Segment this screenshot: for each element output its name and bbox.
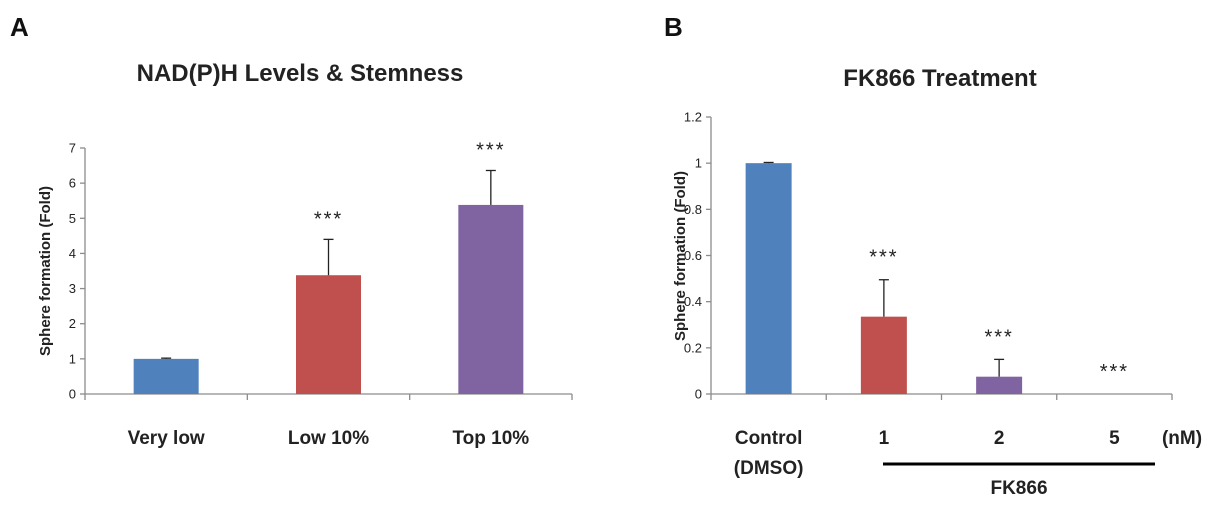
chart-a-y-tick-label: 5 (69, 211, 76, 226)
chart-b-category-label-2: 2 (994, 428, 1005, 449)
panel-letter-b: B (664, 12, 683, 42)
chart-a-y-tick-label: 2 (69, 316, 76, 331)
chart-b-y-axis-title: Sphere formation (Fold) (672, 171, 689, 341)
chart-a-bar-0 (133, 358, 199, 394)
chart-b-y-tick-label: 1 (695, 156, 702, 171)
chart-b-y-tick-label: 0.8 (684, 202, 702, 217)
chart-a-significance-1: *** (314, 208, 343, 230)
chart-b-units-label: (nM) (1162, 428, 1202, 449)
chart-b-y-tick-label: 0.2 (684, 340, 702, 355)
chart-a-y-axis-title: Sphere formation (Fold) (37, 186, 54, 356)
chart-b-significance-3: *** (1100, 361, 1129, 383)
chart-a-y-tick-label: 6 (69, 176, 76, 191)
chart-b-y-tick-label: 0.6 (684, 248, 702, 263)
chart-b-significance-1: *** (869, 247, 898, 269)
chart-a-title: NAD(P)H Levels & Stemness (137, 60, 464, 87)
chart-b-y-tick-label: 0.4 (684, 294, 702, 309)
chart-a-bar-2 (458, 204, 524, 394)
chart-a-bar-1 (296, 275, 361, 394)
chart-a-category-label-2: Top 10% (452, 428, 529, 449)
chart-a-plot: 0 1 2 3 4 5 6 7 Very low *** Low 10% *** Top 10% (69, 139, 573, 449)
chart-a-y-tick-label: 3 (69, 281, 76, 296)
chart-a-category-label-0: Very low (128, 428, 205, 449)
panel-letter-a: A (10, 12, 29, 42)
chart-b-category-label-1: 1 (879, 428, 890, 449)
chart-a-y-tick-label: 4 (69, 246, 76, 261)
chart-b-bar-2 (976, 376, 1023, 394)
chart-b-category-label-0: (DMSO) (734, 458, 804, 479)
chart-a-significance-2: *** (476, 139, 505, 161)
chart-a-category-label-1: Low 10% (288, 428, 369, 449)
fk866-group-label: FK866 (990, 478, 1047, 499)
chart-a-y-tick-label: 0 (69, 387, 76, 402)
chart-b-category-label-3: 5 (1109, 428, 1120, 449)
chart-b-bar-0 (745, 163, 792, 394)
chart-b-title: FK866 Treatment (843, 65, 1036, 92)
chart-b-category-label-0: Control (735, 428, 803, 449)
chart-b-significance-2: *** (984, 326, 1013, 348)
chart-b-bar-1 (860, 316, 907, 394)
chart-a-y-tick-label: 7 (69, 141, 76, 156)
chart-a-y-tick-label: 1 (69, 351, 76, 366)
chart-b-y-tick-label: 1.2 (684, 110, 702, 125)
chart-b-y-tick-label: 0 (695, 387, 702, 402)
chart-b-plot: 0 0.2 0.4 0.6 0.8 1 1.2 Control (DMSO) *** 1 *** 2 **… (684, 110, 1173, 479)
